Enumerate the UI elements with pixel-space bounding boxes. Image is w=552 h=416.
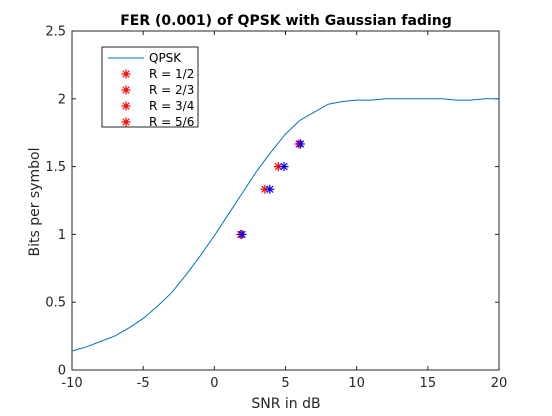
x-axis: -10 -5 0 5 10 15 20 [61, 31, 507, 391]
y-tick-label: 2 [58, 92, 66, 107]
rate-marker-blue [295, 139, 305, 149]
legend-entry-label: R = 3/4 [149, 99, 194, 113]
legend-entry-label: R = 1/2 [149, 67, 194, 81]
legend-swatch-marker [121, 117, 131, 127]
y-tick-label: 1.5 [45, 160, 66, 175]
x-tick-label: 10 [348, 376, 365, 391]
rate-marker-blue [265, 184, 275, 194]
y-tick-label: 2.5 [45, 25, 66, 40]
rate-marker-blue [237, 229, 247, 239]
chart-title: FER (0.001) of QPSK with Gaussian fading [120, 13, 452, 29]
legend-entry-label: R = 5/6 [149, 115, 194, 129]
legend-swatch-marker [121, 101, 131, 111]
legend-swatch-marker [121, 85, 131, 95]
series-layer [71, 98, 499, 352]
x-tick-label: 5 [281, 376, 289, 391]
y-axis-label: Bits per symbol [27, 148, 43, 257]
y-tick-label: 0.5 [45, 296, 66, 311]
y-axis: 0 0.5 1 1.5 2 2.5 [45, 25, 499, 379]
series-line-qpsk [71, 98, 499, 352]
x-tick-label: 0 [210, 376, 218, 391]
legend-swatch-marker [121, 69, 131, 79]
legend: QPSK R = 1/2 R = 2/3 R = 3/4 R = 5/6 [101, 46, 199, 129]
rate-marker-blue [279, 162, 289, 172]
x-tick-label: -5 [137, 376, 150, 391]
legend-entry-label: R = 2/3 [149, 83, 194, 97]
legend-entry-label: QPSK [149, 51, 182, 65]
x-axis-label: SNR in dB [251, 396, 320, 412]
x-tick-label: 15 [420, 376, 437, 391]
y-tick-label: 1 [58, 228, 66, 243]
y-tick-label: 0 [58, 364, 66, 379]
legend-box [101, 46, 199, 128]
x-tick-label: 20 [491, 376, 508, 391]
x-tick-label: -10 [61, 376, 82, 391]
